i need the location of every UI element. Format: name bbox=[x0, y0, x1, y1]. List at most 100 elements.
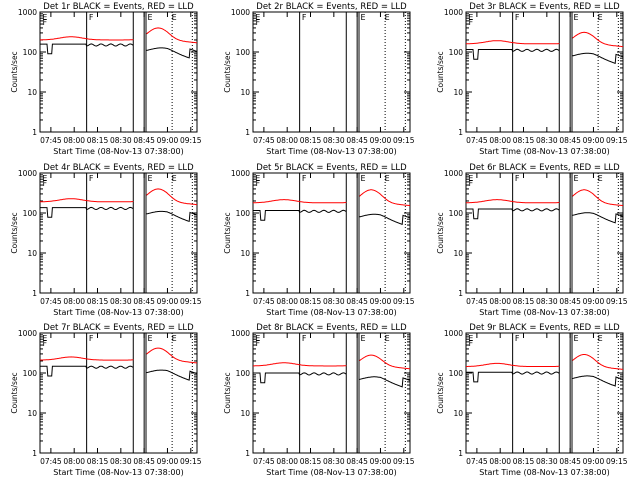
y-tick-label: 100 bbox=[236, 209, 251, 218]
x-tick-label: 07:45 bbox=[466, 297, 488, 306]
flag-label: E bbox=[172, 334, 177, 343]
x-tick-label: 08:00 bbox=[63, 136, 85, 145]
plot-frame bbox=[39, 172, 198, 294]
x-tick-label: 09:00 bbox=[157, 457, 179, 466]
flag-label: E bbox=[360, 13, 365, 22]
x-tick-label: 09:15 bbox=[393, 457, 415, 466]
y-tick-label: 10 bbox=[240, 88, 250, 97]
panel-6: Det 6r BLACK = Events, RED = LLD 1 10 100 10… bbox=[436, 163, 628, 317]
flag-label: E bbox=[468, 334, 473, 343]
y-tick-label: 1 bbox=[245, 128, 250, 137]
x-tick-label: 08:15 bbox=[513, 297, 535, 306]
x-tick-label: 08:30 bbox=[110, 136, 132, 145]
flag-label: F bbox=[469, 179, 474, 188]
x-tick-label: 07:45 bbox=[40, 136, 62, 145]
y-tick-label: 100 bbox=[236, 369, 251, 378]
x-tick-label: 08:15 bbox=[300, 136, 322, 145]
x-tick-label: 09:00 bbox=[157, 136, 179, 145]
y-tick-label: 1 bbox=[458, 289, 463, 298]
x-tick-label: 07:45 bbox=[253, 136, 275, 145]
series-line-events bbox=[466, 371, 624, 387]
y-tick-label: 100 bbox=[449, 209, 464, 218]
x-tick-label: 09:00 bbox=[583, 457, 605, 466]
x-axis-label: Start Time (08-Nov-13 07:38:00) bbox=[266, 308, 396, 317]
series-line-lld bbox=[40, 27, 198, 44]
plot-frame bbox=[39, 332, 198, 454]
flag-label: E bbox=[598, 13, 603, 22]
y-tick-label: 1 bbox=[245, 449, 250, 458]
x-tick-label: 08:00 bbox=[276, 457, 298, 466]
x-axis-label: Start Time (08-Nov-13 07:38:00) bbox=[266, 468, 396, 477]
x-tick-label: 08:30 bbox=[536, 457, 558, 466]
plot-frame bbox=[465, 172, 624, 294]
x-tick-label: 08:45 bbox=[559, 457, 581, 466]
flag-label: E bbox=[573, 174, 578, 183]
x-tick-label: 08:00 bbox=[276, 136, 298, 145]
flag-label: F bbox=[302, 13, 307, 22]
series-line-lld bbox=[466, 354, 624, 370]
x-tick-label: 07:45 bbox=[40, 297, 62, 306]
flag-label: E bbox=[147, 174, 152, 183]
flag-label: F bbox=[302, 174, 307, 183]
series-line-events bbox=[40, 365, 198, 381]
x-tick-label: 08:15 bbox=[300, 457, 322, 466]
y-tick-label: 10 bbox=[240, 249, 250, 258]
x-tick-label: 08:15 bbox=[513, 136, 535, 145]
panel-1: Det 1r BLACK = Events, RED = LLD 1 10 100 10… bbox=[10, 2, 202, 156]
series-line-lld bbox=[466, 189, 624, 207]
series-line-events bbox=[466, 208, 624, 224]
y-tick-label: 1 bbox=[32, 449, 37, 458]
y-tick-label: 10 bbox=[453, 409, 463, 418]
y-tick-label: 10 bbox=[240, 409, 250, 418]
y-tick-label: 1 bbox=[32, 289, 37, 298]
x-tick-label: 09:15 bbox=[606, 136, 628, 145]
series-line-events bbox=[253, 372, 411, 388]
x-tick-label: 07:45 bbox=[466, 457, 488, 466]
flag-label: F bbox=[43, 18, 48, 27]
series-line-events bbox=[253, 209, 411, 225]
panel-title: Det 1r BLACK = Events, RED = LLD bbox=[43, 2, 194, 12]
x-tick-label: 07:45 bbox=[253, 297, 275, 306]
flag-label: F bbox=[256, 18, 261, 27]
flag-label: E bbox=[172, 174, 177, 183]
flag-label: F bbox=[89, 174, 94, 183]
x-tick-label: 08:30 bbox=[536, 297, 558, 306]
flag-label: E bbox=[385, 13, 390, 22]
flag-label: E bbox=[147, 334, 152, 343]
plot-frame bbox=[252, 172, 411, 294]
flag-label: F bbox=[515, 174, 520, 183]
flag-label: E bbox=[42, 174, 47, 183]
x-tick-label: 08:00 bbox=[489, 457, 511, 466]
y-tick-label: 10 bbox=[27, 409, 37, 418]
plot-frame bbox=[39, 11, 198, 133]
flag-label: E bbox=[147, 13, 152, 22]
flag-label: F bbox=[515, 334, 520, 343]
x-tick-label: 09:15 bbox=[606, 297, 628, 306]
panel-title: Det 8r BLACK = Events, RED = LLD bbox=[256, 323, 407, 333]
y-axis-label: Counts/sec bbox=[223, 212, 232, 253]
x-tick-label: 09:00 bbox=[583, 297, 605, 306]
y-axis-label: Counts/sec bbox=[10, 212, 19, 253]
x-tick-label: 08:30 bbox=[536, 136, 558, 145]
y-tick-label: 1000 bbox=[231, 169, 250, 178]
y-tick-label: 100 bbox=[236, 48, 251, 57]
y-axis-label: Counts/sec bbox=[436, 372, 445, 413]
x-tick-label: 09:00 bbox=[370, 297, 392, 306]
flag-label: E bbox=[468, 174, 473, 183]
x-tick-label: 08:30 bbox=[323, 457, 345, 466]
x-tick-label: 08:15 bbox=[87, 136, 109, 145]
panel-7: Det 7r BLACK = Events, RED = LLD 1 10 100 10… bbox=[10, 323, 202, 477]
y-tick-label: 1000 bbox=[18, 8, 37, 17]
y-tick-label: 1 bbox=[245, 289, 250, 298]
flag-label: F bbox=[89, 13, 94, 22]
panel-9: Det 9r BLACK = Events, RED = LLD 1 10 100 10… bbox=[436, 323, 628, 477]
y-tick-label: 1000 bbox=[444, 8, 463, 17]
flag-label: E bbox=[42, 334, 47, 343]
flag-label: F bbox=[43, 179, 48, 188]
panel-title: Det 7r BLACK = Events, RED = LLD bbox=[43, 323, 194, 333]
y-tick-label: 1000 bbox=[18, 169, 37, 178]
flag-label: E bbox=[360, 334, 365, 343]
x-axis-label: Start Time (08-Nov-13 07:38:00) bbox=[53, 308, 183, 317]
plot-frame bbox=[465, 332, 624, 454]
flag-label: F bbox=[469, 339, 474, 348]
